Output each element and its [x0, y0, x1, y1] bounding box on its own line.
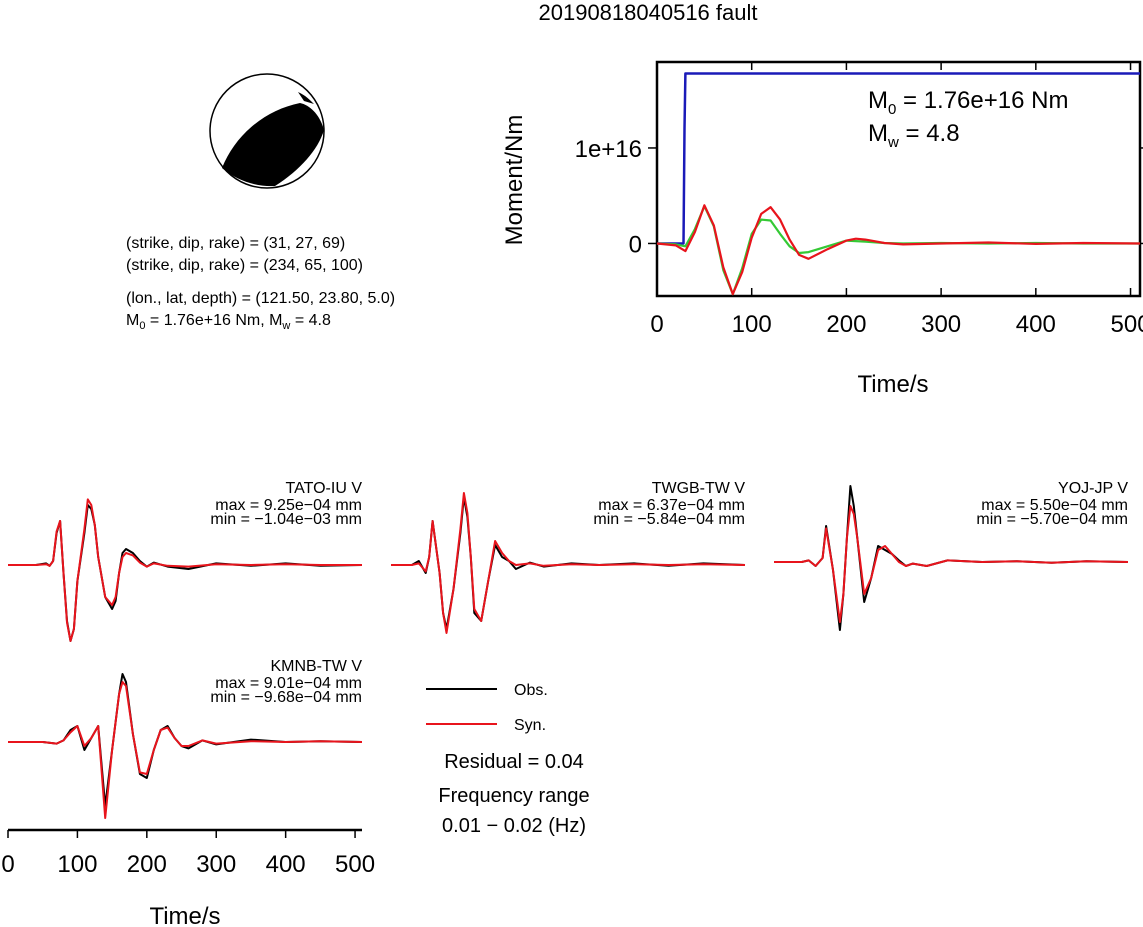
moment-y-axis: 0 1e+16 [575, 136, 1143, 258]
moment-y-tick-label-0: 0 [629, 231, 642, 258]
moment-x-tick-label-100: 100 [732, 311, 772, 338]
moment-y-tick-label-1e-16: 1e+16 [575, 136, 642, 163]
waveform-station-label: TATO-IU V [286, 480, 363, 497]
moment-annotation-mw: Mw = 4.8 [868, 120, 960, 151]
moment-x-tick-label-200: 200 [826, 311, 866, 338]
moment-x-axis-label: Time/s [857, 371, 928, 398]
waveform-max-label: max = 9.01e−04 mm [215, 675, 362, 692]
waveform-x-tick-label-400: 400 [266, 851, 306, 878]
waveform-synthetic-line [8, 498, 362, 642]
beachball-compressional-quadrant [222, 103, 324, 187]
frequency-range-value: 0.01 − 0.02 (Hz) [442, 815, 586, 837]
moment-x-axis: 0 100 200 300 400 500 [650, 62, 1143, 338]
moment-rate-observed-line [656, 205, 1140, 296]
waveform-x-tick-label-300: 300 [196, 851, 236, 878]
moment-series-group [656, 72, 1141, 296]
waveform-x-tick-label-200: 200 [127, 851, 167, 878]
moment-annotation-m0: M0 = 1.76e+16 Nm [868, 87, 1068, 118]
waveform-x-tick-label-100: 100 [57, 851, 97, 878]
moment-x-tick-label-400: 400 [1016, 311, 1056, 338]
moment-chart-frame [655, 60, 1142, 298]
residual-text: Residual = 0.04 [444, 751, 584, 773]
waveform-max-label: max = 9.25e−04 mm [215, 497, 362, 514]
location-text: (lon., lat, depth) = (121.50, 23.80, 5.0… [126, 290, 395, 307]
waveform-station-label: YOJ-JP V [1058, 480, 1128, 497]
focal-mechanism-beachball [209, 73, 325, 189]
nodal-plane-2-text: (strike, dip, rake) = (234, 65, 100) [126, 257, 363, 274]
waveform-min-label: min = −5.70e−04 mm [976, 511, 1128, 528]
waveform-synthetic-line [391, 492, 746, 634]
waveform-synthetic-line [8, 681, 363, 819]
moment-magnitude-text: M0 = 1.76e+16 Nm, Mw = 4.8 [126, 312, 331, 332]
moment-rate-chart: 0 100 200 300 400 500 0 1e+16 Moment/Nm Time/s… [501, 60, 1143, 398]
waveform-min-label: min = −9.68e−04 mm [210, 689, 362, 706]
moment-x-tick-label-0: 0 [650, 311, 663, 338]
waveform-synthetic-line [774, 505, 1129, 623]
waveform-min-label: min = −1.04e−03 mm [210, 511, 362, 528]
nodal-plane-1-text: (strike, dip, rake) = (31, 27, 69) [126, 235, 345, 252]
waveform-x-tick-label-0: 0 [1, 851, 14, 878]
waveform-min-label: min = −5.84e−04 mm [593, 511, 745, 528]
moment-x-tick-label-300: 300 [921, 311, 961, 338]
waveform-max-label: max = 5.50e−04 mm [981, 497, 1128, 514]
beachball-small-quadrant [298, 92, 314, 104]
waveform-station-label: KMNB-TW V [270, 658, 362, 675]
waveform-max-label: max = 6.37e−04 mm [598, 497, 745, 514]
waveform-x-axis-label: Time/s [149, 903, 220, 927]
legend-syn-label: Syn. [514, 717, 546, 734]
frequency-range-title: Frequency range [438, 785, 589, 807]
waveform-station-label: TWGB-TW V [652, 480, 746, 497]
waveform-x-axis: 0 100 200 300 400 500 [1, 828, 375, 878]
moment-x-tick-label-500: 500 [1111, 311, 1143, 338]
moment-rate-synthetic-line [656, 204, 1141, 296]
waveform-legend: Obs. Syn. [426, 682, 548, 734]
figure-title: 20190818040516 fault [539, 0, 758, 25]
legend-obs-label: Obs. [514, 682, 548, 699]
waveform-x-tick-label-500: 500 [335, 851, 375, 878]
moment-y-axis-label: Moment/Nm [501, 115, 528, 246]
